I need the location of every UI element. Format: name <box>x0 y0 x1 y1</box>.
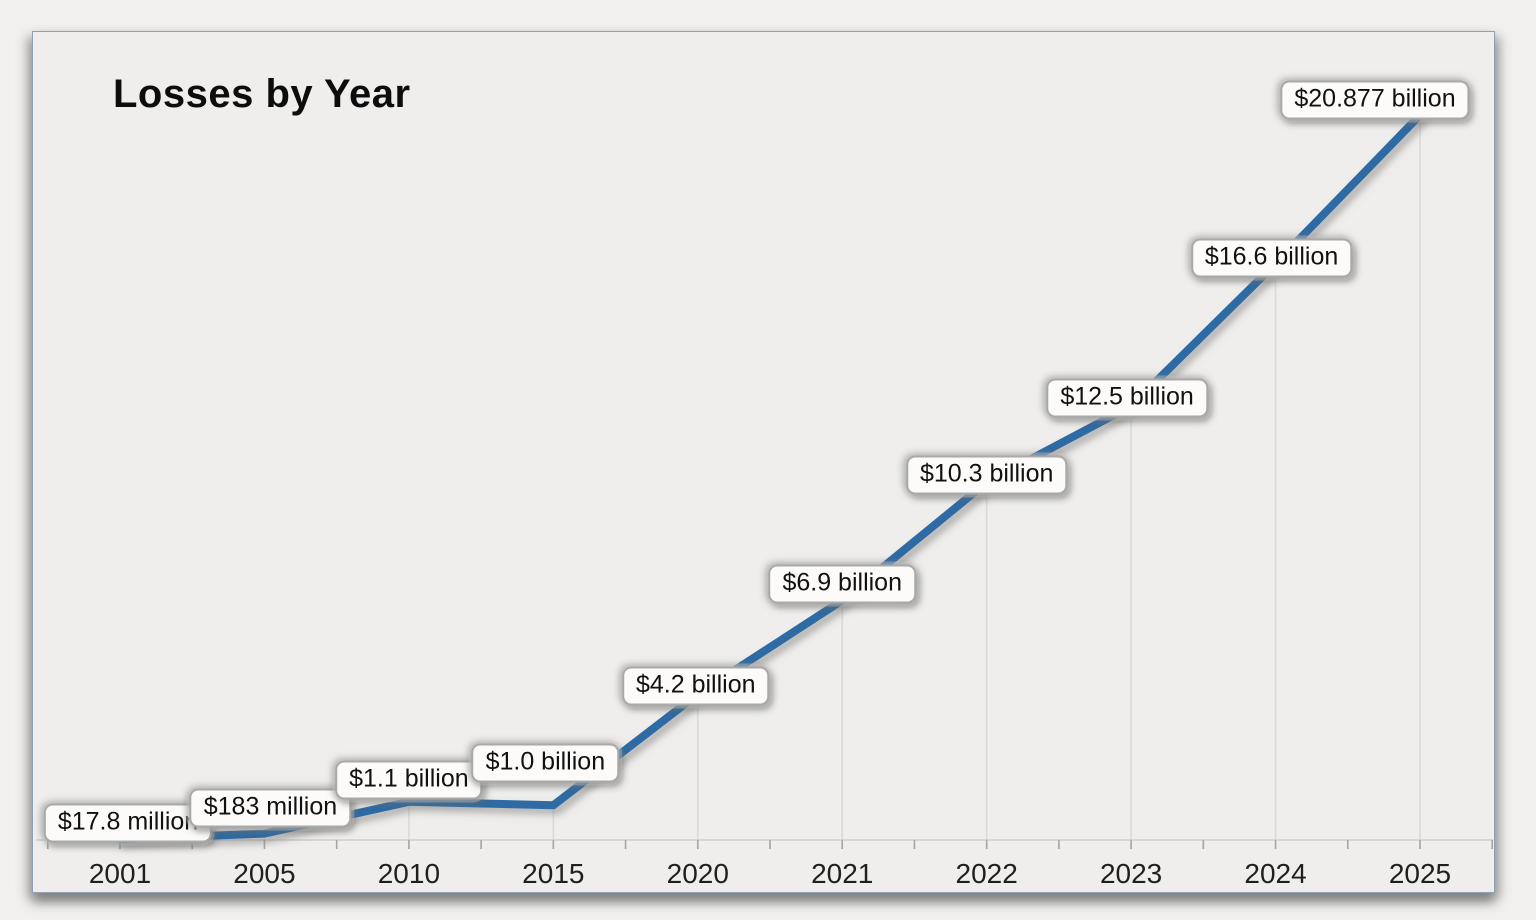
data-label: $1.0 billion <box>471 743 620 783</box>
data-label: $17.8 million <box>43 803 213 843</box>
chart-title: Losses by Year <box>113 72 411 116</box>
data-label: $183 million <box>189 788 352 828</box>
x-axis-label: 2022 <box>955 858 1018 889</box>
x-axis-label: 2010 <box>377 858 441 889</box>
data-label: $6.9 billion <box>768 564 916 604</box>
data-label: $20.877 billion <box>1280 80 1470 120</box>
x-axis-label: 2015 <box>522 858 585 889</box>
x-axis-label: 2020 <box>666 858 729 889</box>
data-label: $12.5 billion <box>1046 378 1208 418</box>
x-axis-label: 2024 <box>1244 858 1307 889</box>
data-label: $10.3 billion <box>905 455 1068 495</box>
data-label: $4.2 billion <box>622 666 770 706</box>
x-axis-label: 2005 <box>233 858 296 889</box>
chart-frame <box>32 31 1495 893</box>
x-axis-label: 2023 <box>1099 858 1163 889</box>
data-label: $1.1 billion <box>335 760 483 800</box>
x-axis-label: 2001 <box>88 858 152 889</box>
data-label: $16.6 billion <box>1190 238 1353 278</box>
x-axis-label: 2025 <box>1388 858 1452 889</box>
x-axis-label: 2021 <box>811 858 874 889</box>
